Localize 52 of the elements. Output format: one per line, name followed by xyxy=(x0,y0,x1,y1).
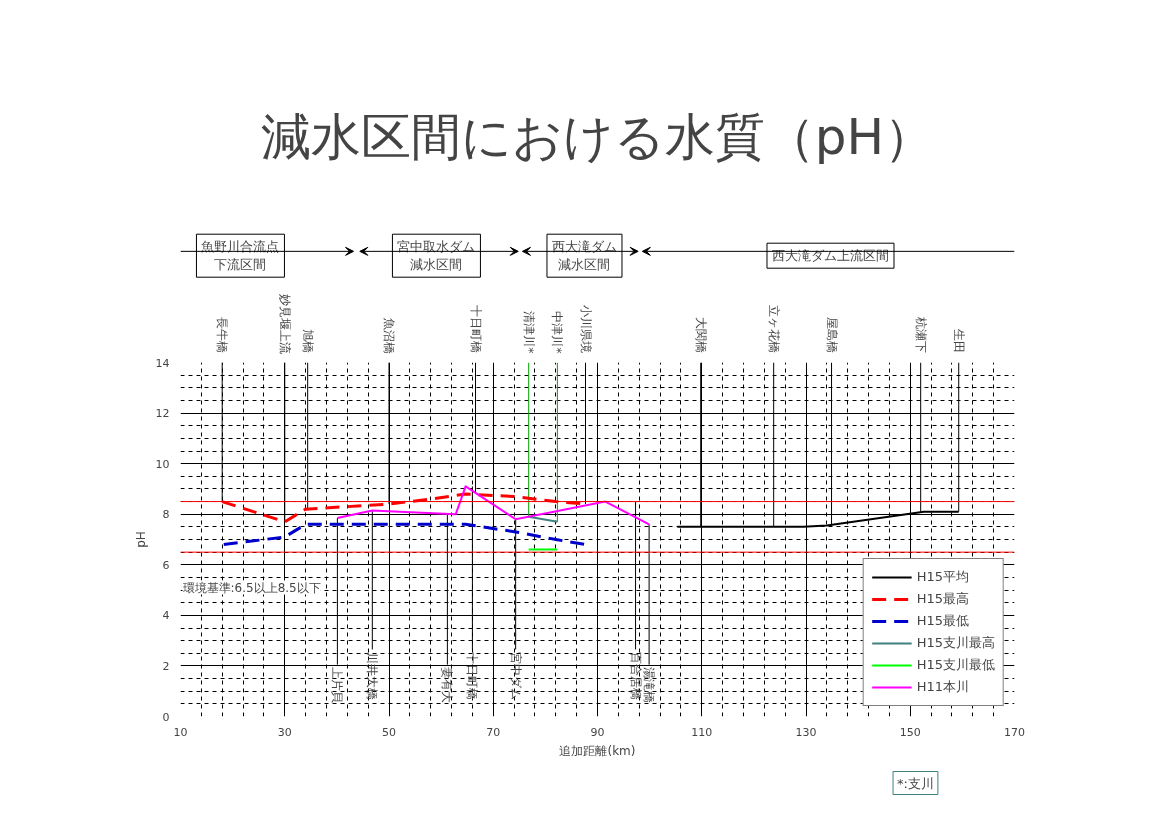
y-axis-title: pH xyxy=(133,531,148,548)
annotation: 大関橋 xyxy=(693,317,708,354)
text: 西大滝ダム減水区間 xyxy=(551,239,617,273)
annotation: 百合居橋 xyxy=(628,652,643,701)
x-tick-label: 30 xyxy=(277,725,292,739)
x-tick-label: 130 xyxy=(795,725,817,739)
x-tick-label: 70 xyxy=(486,725,501,739)
chart-title: 減水区間における水質（pH） xyxy=(260,107,935,166)
annotation: 旭橋 xyxy=(300,329,315,354)
annotation: 生田 xyxy=(951,329,966,354)
x-tick-label: 10 xyxy=(173,725,188,739)
annotation: 魚沼橋 xyxy=(382,317,396,354)
y-tick-label: 0 xyxy=(162,710,170,724)
y-tick-label: 14 xyxy=(155,356,170,370)
annotation: 妻有大 xyxy=(440,667,455,704)
x-tick-label: 170 xyxy=(1004,725,1025,739)
annotation: 環境基準:6.5以上8.5以下 xyxy=(182,580,321,595)
x-tick-label: 110 xyxy=(691,725,713,739)
annotation: 十日町橋 xyxy=(468,305,483,354)
annotation: 長牛橋 xyxy=(215,317,230,354)
legend-label: H11本川 xyxy=(916,678,969,696)
annotation: 小川県境 xyxy=(578,305,593,354)
annotation: 杭瀬下 xyxy=(913,316,928,354)
annotation: 宮中ダム xyxy=(508,652,523,701)
y-tick-label: 6 xyxy=(162,558,170,572)
legend-label: H15支川最低 xyxy=(916,656,995,674)
text: 宮中取水ダム減水区間 xyxy=(397,239,476,273)
text: 西大滝ダム上流区間 xyxy=(772,248,889,264)
annotation: 十日町橋 xyxy=(465,652,480,701)
x-tick-label: 90 xyxy=(590,725,605,739)
x-axis-title: 追加距離(km) xyxy=(559,743,636,758)
legend-label: H15支川最高 xyxy=(916,634,995,652)
annotation: 立ヶ花橋 xyxy=(766,305,781,354)
legend-label: H15最高 xyxy=(916,590,969,608)
annotation: 清津川* xyxy=(521,311,536,354)
annotation: 妙見堰上流 xyxy=(277,293,292,354)
annotation: 中津川* xyxy=(550,311,565,354)
y-tick-label: 12 xyxy=(155,407,170,421)
annotation: 川井大橋 xyxy=(365,652,380,701)
text: 魚野川合流点下流区間 xyxy=(201,239,280,273)
y-tick-label: 2 xyxy=(162,659,170,673)
y-tick-label: 4 xyxy=(162,609,170,623)
annotation: 湯滝橋 xyxy=(642,667,657,704)
x-tick-label: 150 xyxy=(899,725,921,739)
annotation: 屋島橋 xyxy=(824,317,839,354)
legend-label: H15最低 xyxy=(916,612,969,630)
annotation: 上片貝 xyxy=(330,667,345,704)
x-tick-label: 50 xyxy=(382,725,396,739)
y-tick-label: 8 xyxy=(162,508,170,522)
text: *:支川 xyxy=(897,775,934,791)
legend-label: H15平均 xyxy=(916,568,969,586)
y-tick-label: 10 xyxy=(155,457,170,471)
